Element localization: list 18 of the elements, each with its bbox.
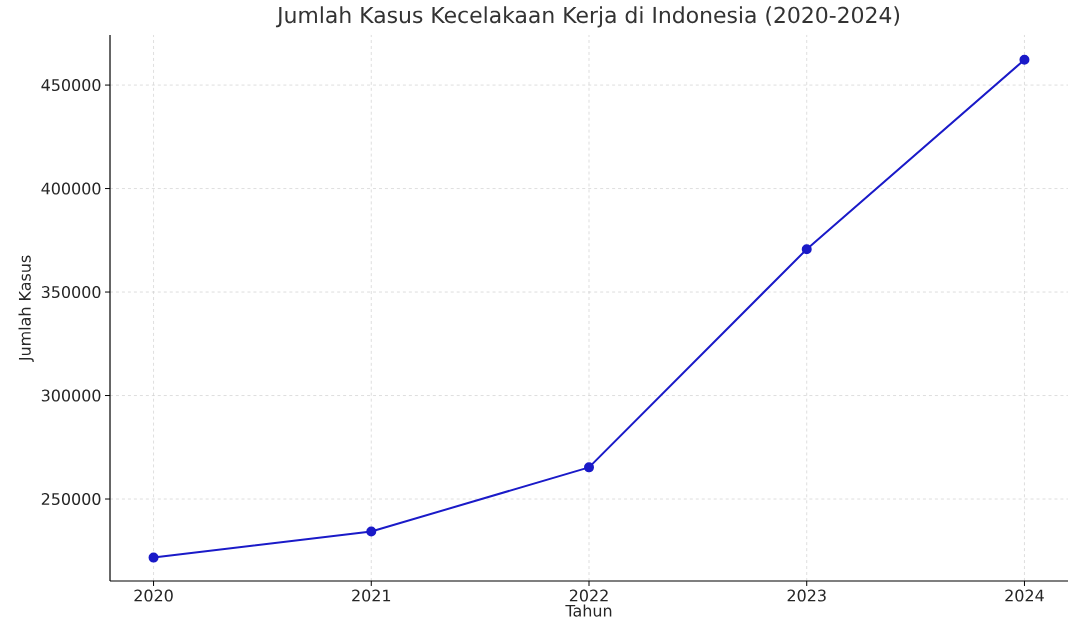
y-tick-label: 250000 [41, 493, 101, 506]
y-tick-label: 400000 [41, 182, 101, 195]
x-tick-label: 2024 [1005, 589, 1044, 602]
y-axis-title: Jumlah Kasus [18, 255, 34, 362]
y-tick-label: 350000 [41, 286, 101, 299]
x-axis-title: Tahun [565, 604, 612, 617]
point [801, 244, 812, 255]
x-tick-label: 2023 [787, 589, 826, 602]
x-tick-label: 2021 [352, 589, 391, 602]
point [366, 526, 377, 537]
y-tick-label: 450000 [41, 79, 101, 92]
x-tick-label: 2022 [569, 589, 608, 602]
point [148, 552, 159, 563]
point [1019, 54, 1030, 65]
y-tick-label: 300000 [41, 389, 101, 402]
point [584, 462, 594, 473]
x-tick-label: 2020 [134, 589, 173, 602]
chart-title: Jumlah Kasus Kecelakaan Kerja di Indonesia (2020-2024) [275, 6, 900, 28]
